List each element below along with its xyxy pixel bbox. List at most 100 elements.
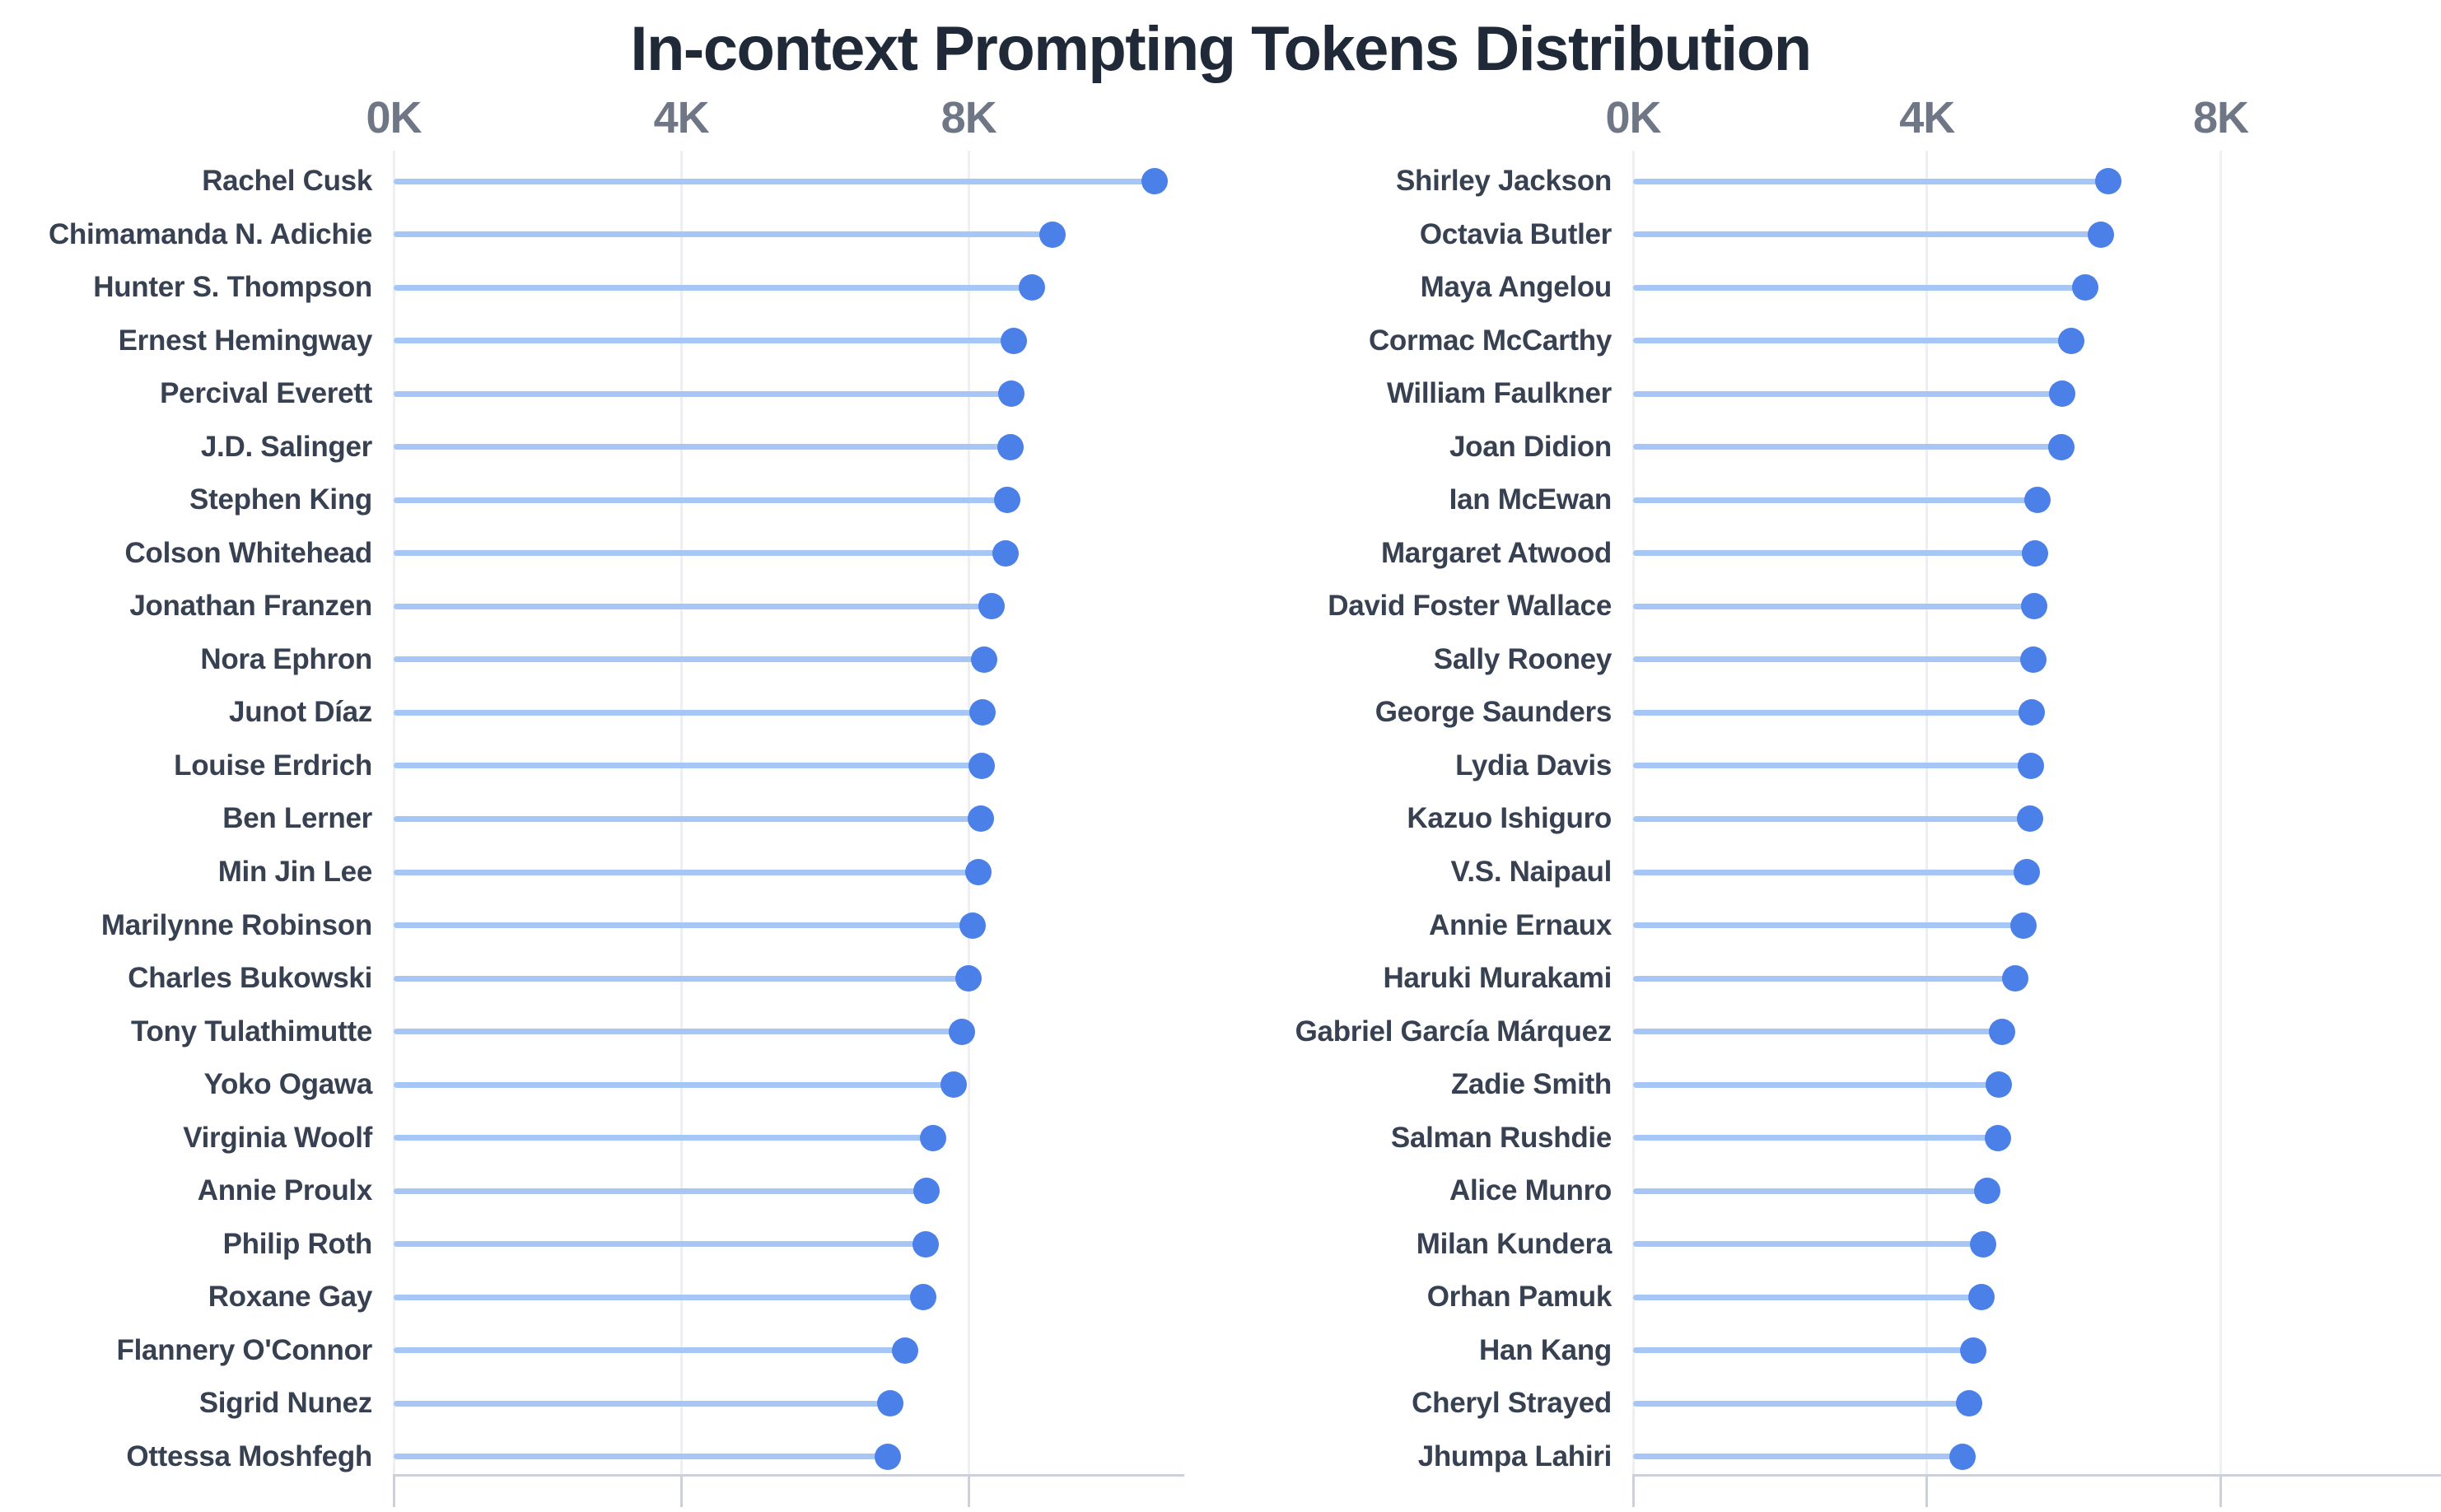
lollipop-dot xyxy=(2023,487,2051,514)
lollipop-dot xyxy=(892,1337,919,1364)
lollipop-line xyxy=(394,1135,933,1141)
category-label: Zadie Smith xyxy=(1450,1068,1612,1101)
lollipop-dot xyxy=(2009,912,2037,939)
category-label: Flannery O'Connor xyxy=(116,1333,373,1366)
lollipop-dot xyxy=(2021,539,2048,567)
category-label: George Saunders xyxy=(1375,696,1613,729)
lollipop-dot xyxy=(1985,1124,2012,1151)
category-label: Chimamanda N. Adichie xyxy=(48,217,372,250)
lollipop-line xyxy=(394,1400,891,1407)
lollipop-dot xyxy=(2057,327,2084,354)
lollipop-line xyxy=(1633,1294,1981,1300)
category-label: David Foster Wallace xyxy=(1328,590,1612,623)
lollipop-dot xyxy=(2020,646,2047,673)
gridline-4K xyxy=(679,151,683,1474)
category-label: Ottessa Moshfegh xyxy=(126,1440,372,1472)
lollipop-dot xyxy=(970,646,997,673)
lollipop-line xyxy=(1633,1454,1963,1460)
category-label: Orhan Pamuk xyxy=(1426,1281,1613,1314)
lollipop-dot xyxy=(875,1443,902,1470)
lollipop-line xyxy=(1633,284,2086,291)
x-axis-tick xyxy=(967,1474,970,1507)
category-label: Han Kang xyxy=(1479,1333,1612,1366)
lollipop-line xyxy=(394,497,1008,503)
lollipop-dot xyxy=(2048,380,2075,408)
x-axis-tick-label: 0K xyxy=(366,93,422,142)
category-label: J.D. Salinger xyxy=(200,430,372,463)
category-label: Sally Rooney xyxy=(1433,642,1613,675)
x-axis-tick xyxy=(2219,1474,2222,1507)
lollipop-dot xyxy=(949,1018,976,1045)
x-axis-tick xyxy=(1631,1474,1635,1507)
x-axis-line xyxy=(1633,1474,2441,1477)
category-label: Jhumpa Lahiri xyxy=(1417,1440,1613,1472)
lollipop-dot xyxy=(1001,327,1028,354)
lollipop-line xyxy=(394,390,1011,397)
lollipop-dot xyxy=(955,965,982,992)
lollipop-line xyxy=(1633,815,2031,822)
gridline-4K xyxy=(1925,151,1929,1474)
lollipop-dot xyxy=(2088,221,2115,248)
lollipop-dot xyxy=(1986,1071,2013,1099)
category-label: Rachel Cusk xyxy=(202,165,372,197)
category-label: V.S. Naipaul xyxy=(1450,856,1613,889)
lollipop-line xyxy=(394,1241,926,1248)
lollipop-line xyxy=(1633,869,2027,875)
category-label: Ernest Hemingway xyxy=(118,324,373,357)
category-label: Jonathan Franzen xyxy=(129,590,372,623)
category-label: Stephen King xyxy=(189,483,372,516)
lollipop-line xyxy=(1633,763,2032,769)
lollipop-line xyxy=(1633,497,2037,503)
lollipop-line xyxy=(394,709,982,716)
lollipop-line xyxy=(394,975,969,982)
lollipop-dot xyxy=(1039,221,1066,248)
x-axis-tick-label: 4K xyxy=(653,93,710,142)
lollipop-dot xyxy=(877,1390,904,1417)
lollipop-dot xyxy=(968,699,996,726)
lollipop-line xyxy=(394,656,984,663)
lollipop-dot xyxy=(1988,1018,2015,1045)
lollipop-line xyxy=(1633,231,2102,238)
category-label: Tony Tulathimutte xyxy=(130,1015,372,1048)
lollipop-line xyxy=(394,284,1032,291)
lollipop-line xyxy=(1633,1188,1987,1194)
lollipop-line xyxy=(394,1188,926,1194)
lollipop-line xyxy=(1633,1029,2002,1035)
category-label: Margaret Atwood xyxy=(1380,536,1612,569)
x-axis-tick xyxy=(1925,1474,1929,1507)
lollipop-dot xyxy=(959,912,987,939)
chart-panel-left: 0K 4K 8K Rachel Cusk Chimamanda N. Adichie Hu… xyxy=(0,0,1220,1512)
category-label: Gabriel García Márquez xyxy=(1295,1015,1613,1048)
lollipop-line xyxy=(394,815,982,822)
lollipop-line xyxy=(1633,338,2071,344)
lollipop-line xyxy=(1633,1135,1999,1141)
category-label: Octavia Butler xyxy=(1419,217,1612,250)
lollipop-dot xyxy=(965,859,992,886)
lollipop-dot xyxy=(910,1284,937,1311)
lollipop-dot xyxy=(912,1230,939,1258)
category-label: Louise Erdrich xyxy=(174,749,372,782)
lollipop-dot xyxy=(1949,1443,1977,1470)
lollipop-line xyxy=(1633,1081,2000,1088)
category-label: Ian McEwan xyxy=(1449,483,1613,516)
category-label: Annie Ernaux xyxy=(1428,908,1612,941)
lollipop-dot xyxy=(996,433,1024,460)
category-label: Salman Rushdie xyxy=(1390,1121,1612,1154)
x-axis-tick-label: 0K xyxy=(1605,93,1661,142)
x-axis-tick-label: 8K xyxy=(940,93,997,142)
lollipop-dot xyxy=(1967,1284,1995,1311)
lollipop-line xyxy=(1633,550,2035,557)
lollipop-dot xyxy=(2020,593,2047,620)
category-label: Hunter S. Thompson xyxy=(93,271,372,304)
chart-title: In-context Prompting Tokens Distribution xyxy=(630,14,1812,84)
x-axis-tick xyxy=(679,1474,683,1507)
lollipop-dot xyxy=(2018,752,2045,779)
lollipop-dot xyxy=(2095,168,2121,194)
gridline-0K xyxy=(392,151,395,1474)
chart-panel-right: 0K 4K 8K Shirley Jackson Octavia Butler Maya … xyxy=(1220,0,2441,1512)
lollipop-dot xyxy=(994,487,1021,514)
lollipop-dot xyxy=(912,1178,940,1205)
lollipop-line xyxy=(394,1454,889,1460)
lollipop-dot xyxy=(1973,1178,2000,1205)
category-label: Cheryl Strayed xyxy=(1412,1387,1612,1420)
